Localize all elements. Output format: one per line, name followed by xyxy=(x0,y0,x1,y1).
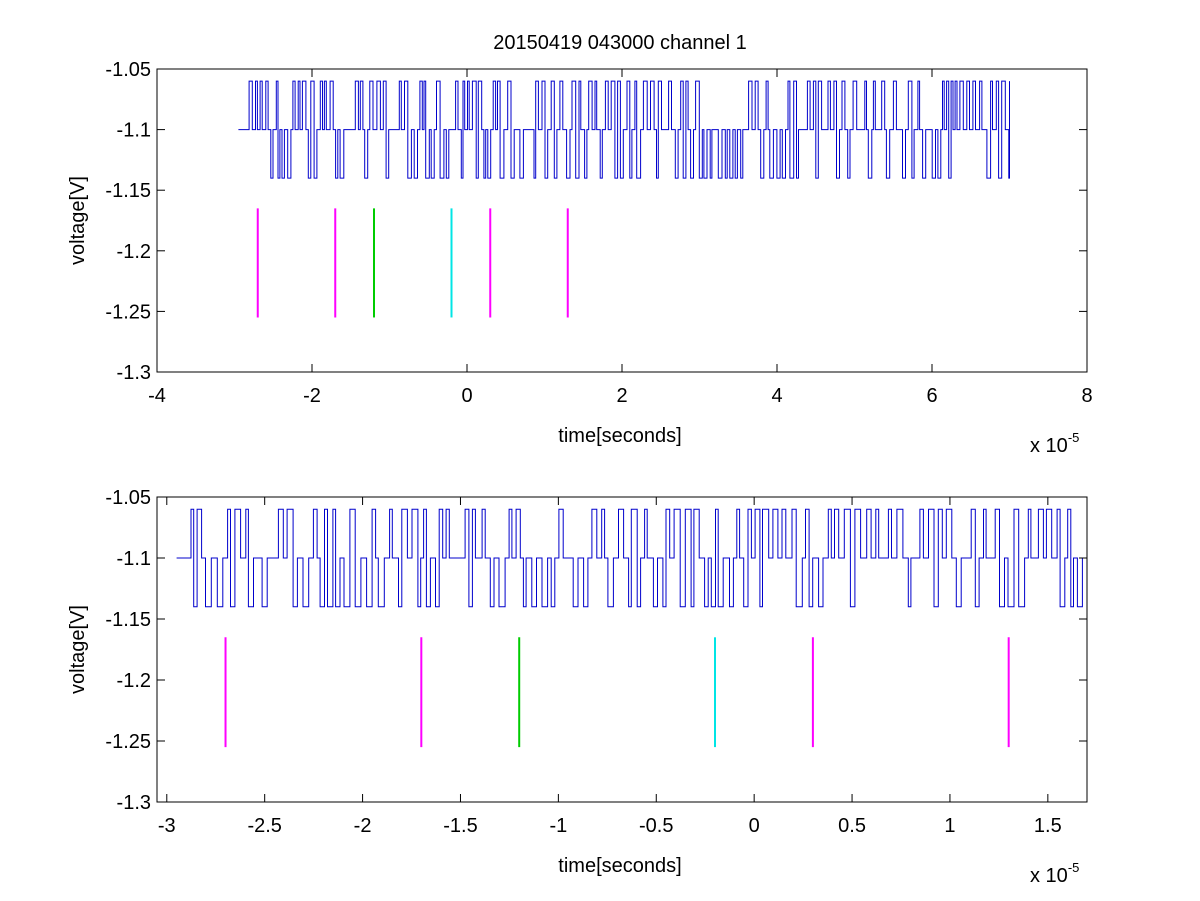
top-axes: -4 -2 0 2 4 6 8 -1.3 -1.25 -1.2 -1.15 -1.1 -1.05 ti… xyxy=(67,59,1093,457)
y-tick-label: -1.15 xyxy=(105,180,151,202)
x-tick-label: 2 xyxy=(616,385,627,407)
top-x-exponent-base: x 10 xyxy=(1030,435,1068,457)
top-plot-frame xyxy=(156,68,1088,373)
top-signal-layer xyxy=(238,80,1010,179)
bottom-signal-layer xyxy=(176,508,1087,608)
bottom-x-exponent-base: x 10 xyxy=(1030,865,1068,887)
bottom-x-exponent-power: -5 xyxy=(1068,860,1080,875)
bottom-plot-frame xyxy=(156,496,1088,803)
x-tick-label: -1 xyxy=(549,815,567,837)
y-tick-label: -1.25 xyxy=(105,301,151,323)
x-tick-label: -0.5 xyxy=(639,815,673,837)
bottom-y-axis-label: voltage[V] xyxy=(67,605,89,694)
x-tick-label: -1.5 xyxy=(443,815,477,837)
y-tick-label: -1.2 xyxy=(117,241,151,263)
x-tick-label: 8 xyxy=(1081,385,1092,407)
x-tick-label: -2 xyxy=(303,385,321,407)
bottom-axes: -3 -2.5 -2 -1.5 -1 -0.5 0 0.5 1 1.5 -1.3 -1.25 -1.2… xyxy=(67,487,1088,887)
x-tick-label: 0 xyxy=(749,815,760,837)
y-tick-label: -1.25 xyxy=(105,731,151,753)
y-tick-label: -1.05 xyxy=(105,59,151,81)
figure-title: 20150419 043000 channel 1 xyxy=(493,32,747,54)
y-tick-label: -1.1 xyxy=(117,120,151,142)
bottom-marker-layer xyxy=(224,637,1010,748)
bottom-x-ticks: -3 -2.5 -2 -1.5 -1 -0.5 0 0.5 1 1.5 xyxy=(158,497,1062,837)
top-x-axis-label: time[seconds] xyxy=(558,425,681,447)
x-tick-label: -3 xyxy=(158,815,176,837)
x-tick-label: 1 xyxy=(944,815,955,837)
bottom-x-axis-label: time[seconds] xyxy=(558,855,681,877)
top-x-exponent-power: -5 xyxy=(1068,430,1080,445)
top-x-ticks: -4 -2 0 2 4 6 8 xyxy=(148,69,1093,407)
x-tick-label: 1.5 xyxy=(1034,815,1062,837)
top-x-exponent: x 10-5 xyxy=(1030,430,1079,457)
x-tick-label: -4 xyxy=(148,385,166,407)
signal-trace xyxy=(176,508,1087,608)
y-tick-label: -1.05 xyxy=(105,487,151,509)
top-y-ticks: -1.3 -1.25 -1.2 -1.15 -1.1 -1.05 xyxy=(105,59,1087,384)
y-tick-label: -1.15 xyxy=(105,609,151,631)
y-tick-label: -1.3 xyxy=(117,792,151,814)
top-marker-layer xyxy=(256,208,569,318)
x-tick-label: 0 xyxy=(461,385,472,407)
x-tick-label: 6 xyxy=(926,385,937,407)
bottom-y-ticks: -1.3 -1.25 -1.2 -1.15 -1.1 -1.05 xyxy=(105,487,1087,814)
bottom-x-exponent: x 10-5 xyxy=(1030,860,1079,887)
x-tick-label: -2.5 xyxy=(247,815,281,837)
x-tick-label: 0.5 xyxy=(838,815,866,837)
y-tick-label: -1.1 xyxy=(117,548,151,570)
y-tick-label: -1.3 xyxy=(117,362,151,384)
top-y-axis-label: voltage[V] xyxy=(67,176,89,265)
signal-trace xyxy=(238,80,1010,179)
x-tick-label: -2 xyxy=(354,815,372,837)
y-tick-label: -1.2 xyxy=(117,670,151,692)
x-tick-label: 4 xyxy=(771,385,782,407)
